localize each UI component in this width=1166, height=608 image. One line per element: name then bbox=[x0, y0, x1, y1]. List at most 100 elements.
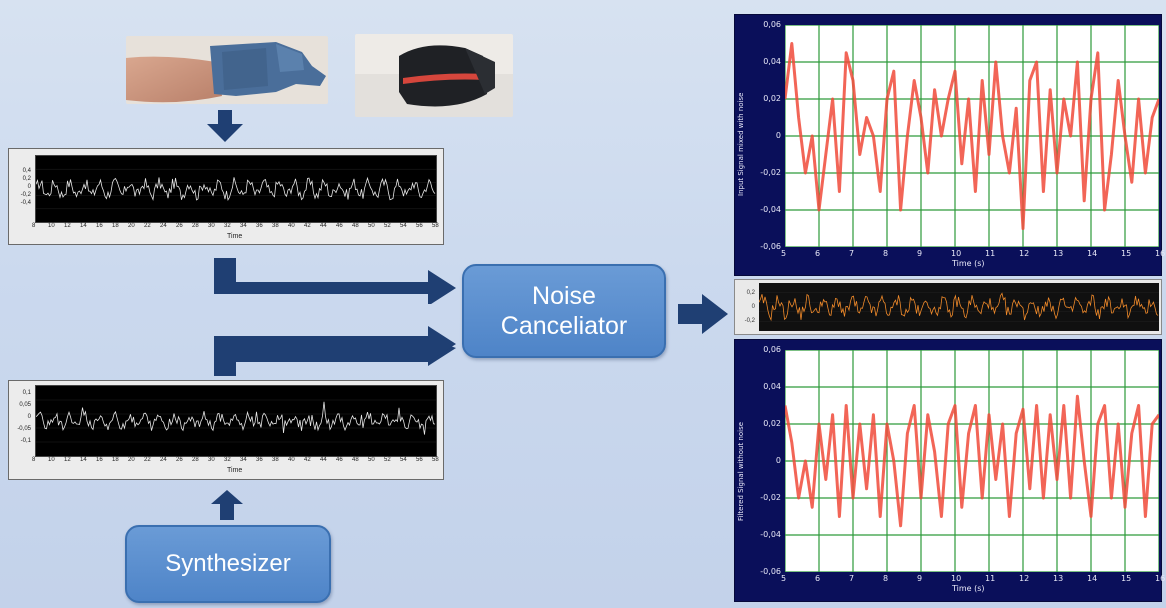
x-tick-label: 13 bbox=[1053, 249, 1064, 258]
input-signal-plot bbox=[783, 24, 1161, 248]
scope-top-ytick: -0,4 bbox=[20, 200, 31, 206]
scope-bottom-ytick: -0,05 bbox=[17, 426, 31, 432]
scope-top-ytick: 0,2 bbox=[22, 176, 31, 182]
glove-sensor-photo bbox=[126, 36, 328, 104]
x-tick-label: 11 bbox=[985, 574, 996, 583]
x-tick-label: 14 bbox=[1087, 574, 1098, 583]
scope-top-xtick: 50 bbox=[368, 223, 375, 229]
scope-bottom-xtick: 22 bbox=[144, 457, 151, 463]
y-tick-label: -0,04 bbox=[760, 530, 781, 539]
x-tick-label: 7 bbox=[849, 249, 855, 258]
input-arrow-lower bbox=[214, 326, 456, 376]
scope-bottom-ytick: 0,05 bbox=[19, 402, 31, 408]
scope-top-ytick: 0 bbox=[27, 184, 31, 190]
y-axis-label: Input Signal mixed with noise bbox=[737, 92, 745, 196]
up-arrow bbox=[211, 490, 243, 520]
scope-bottom-xtick: 10 bbox=[48, 457, 55, 463]
y-tick-label: 0,02 bbox=[763, 94, 781, 103]
scope-bottom-xtick: 34 bbox=[240, 457, 247, 463]
x-tick-label: 10 bbox=[951, 249, 962, 258]
y-tick-label: -0,02 bbox=[760, 168, 781, 177]
y-tick-label: -0,06 bbox=[760, 567, 781, 576]
scope-top-plot bbox=[35, 155, 437, 223]
x-tick-label: 7 bbox=[849, 574, 855, 583]
scope-top-xtick: 26 bbox=[176, 223, 183, 229]
strip-plot bbox=[758, 283, 1159, 331]
strip-ytick: -0,2 bbox=[744, 318, 755, 324]
scope-top-xlabel: Time bbox=[227, 233, 243, 240]
scope-top-xtick: 8 bbox=[32, 223, 36, 229]
scope-bottom-xtick: 52 bbox=[384, 457, 391, 463]
x-tick-label: 12 bbox=[1019, 249, 1030, 258]
noise-canceller-label-line1: Noise bbox=[532, 282, 596, 310]
strip-ytick: 0,2 bbox=[746, 290, 755, 296]
y-tick-label: 0,06 bbox=[763, 345, 781, 354]
noise-canceller-box: Noise Canceliator bbox=[462, 264, 666, 358]
scope-top-xtick: 48 bbox=[352, 223, 359, 229]
input-signal-chart: 0,06 0,04 0,02 0 -0,02 -0,04 -0,06 5 6 7 8 9 10 11 12 1… bbox=[734, 14, 1166, 276]
x-tick-label: 6 bbox=[815, 249, 821, 258]
scope-top-xtick: 42 bbox=[304, 223, 311, 229]
scope-top-xtick: 46 bbox=[336, 223, 343, 229]
scope-top-xtick: 56 bbox=[416, 223, 423, 229]
scope-top-xtick: 30 bbox=[208, 223, 215, 229]
input-arrow-upper bbox=[214, 258, 456, 304]
series-line bbox=[783, 394, 1161, 528]
scope-bottom-xtick: 46 bbox=[336, 457, 343, 463]
scope-bottom-plot bbox=[35, 385, 437, 457]
scope-top-xtick: 12 bbox=[64, 223, 71, 229]
scope-bottom-xtick: 54 bbox=[400, 457, 407, 463]
y-tick-label: -0,06 bbox=[760, 242, 781, 251]
scope-top-ytick: -0,2 bbox=[20, 192, 31, 198]
glove-signal-scope: 0,4 0,2 0 -0,2 -0,4 8 10 12 14 16 18 20 22 24 26 2… bbox=[8, 148, 444, 245]
noise-canceller-label-line2: Canceliator bbox=[500, 312, 628, 340]
filtered-signal-plot bbox=[783, 349, 1161, 573]
scope-top-xtick: 52 bbox=[384, 223, 391, 229]
scope-top-xtick: 44 bbox=[320, 223, 327, 229]
scope-bottom-xlabel: Time bbox=[227, 467, 243, 474]
scope-top-xtick: 58 bbox=[432, 223, 439, 229]
scope-top-xtick: 10 bbox=[48, 223, 55, 229]
x-axis-label: Time (s) bbox=[952, 584, 985, 593]
y-tick-label: 0 bbox=[775, 456, 781, 465]
y-tick-label: 0 bbox=[775, 131, 781, 140]
scope-top-xtick: 14 bbox=[80, 223, 87, 229]
x-tick-label: 5 bbox=[781, 249, 787, 258]
scope-top-xtick: 28 bbox=[192, 223, 199, 229]
y-axis-label: Filtered Signal without noise bbox=[737, 421, 745, 521]
x-tick-label: 6 bbox=[815, 574, 821, 583]
scope-bottom-xtick: 8 bbox=[32, 457, 36, 463]
filtered-signal-chart: 0,06 0,04 0,02 0 -0,02 -0,04 -0,06 5 6 7 8 9 10 11 12 1… bbox=[734, 339, 1166, 602]
y-tick-label: -0,04 bbox=[760, 205, 781, 214]
scope-bottom-xtick: 20 bbox=[128, 457, 135, 463]
x-tick-label: 12 bbox=[1019, 574, 1030, 583]
scope-bottom-xtick: 40 bbox=[288, 457, 295, 463]
filtered-noise-strip: 0,2 0 -0,2 bbox=[734, 279, 1162, 335]
x-tick-label: 16 bbox=[1155, 249, 1166, 258]
sensor-device-photo bbox=[355, 34, 513, 117]
x-tick-label: 16 bbox=[1155, 574, 1166, 583]
x-axis-label: Time (s) bbox=[952, 259, 985, 268]
scope-bottom-xtick: 18 bbox=[112, 457, 119, 463]
scope-top-xtick: 40 bbox=[288, 223, 295, 229]
x-tick-label: 14 bbox=[1087, 249, 1098, 258]
x-tick-label: 15 bbox=[1121, 574, 1132, 583]
x-tick-label: 9 bbox=[917, 574, 923, 583]
scope-bottom-xtick: 56 bbox=[416, 457, 423, 463]
scope-bottom-xtick: 38 bbox=[272, 457, 279, 463]
x-tick-label: 8 bbox=[883, 249, 889, 258]
scope-bottom-xtick: 14 bbox=[80, 457, 87, 463]
scope-bottom-xtick: 26 bbox=[176, 457, 183, 463]
series-line bbox=[783, 42, 1161, 230]
scope-top-xtick: 20 bbox=[128, 223, 135, 229]
scope-bottom-ytick: 0 bbox=[27, 414, 31, 420]
y-tick-label: 0,04 bbox=[763, 57, 781, 66]
x-tick-label: 10 bbox=[951, 574, 962, 583]
scope-bottom-xtick: 28 bbox=[192, 457, 199, 463]
scope-bottom-xtick: 32 bbox=[224, 457, 231, 463]
x-tick-label: 11 bbox=[985, 249, 996, 258]
scope-top-xtick: 18 bbox=[112, 223, 119, 229]
synthesizer-box: Synthesizer bbox=[125, 525, 331, 603]
scope-top-xtick: 54 bbox=[400, 223, 407, 229]
y-tick-label: 0,02 bbox=[763, 419, 781, 428]
